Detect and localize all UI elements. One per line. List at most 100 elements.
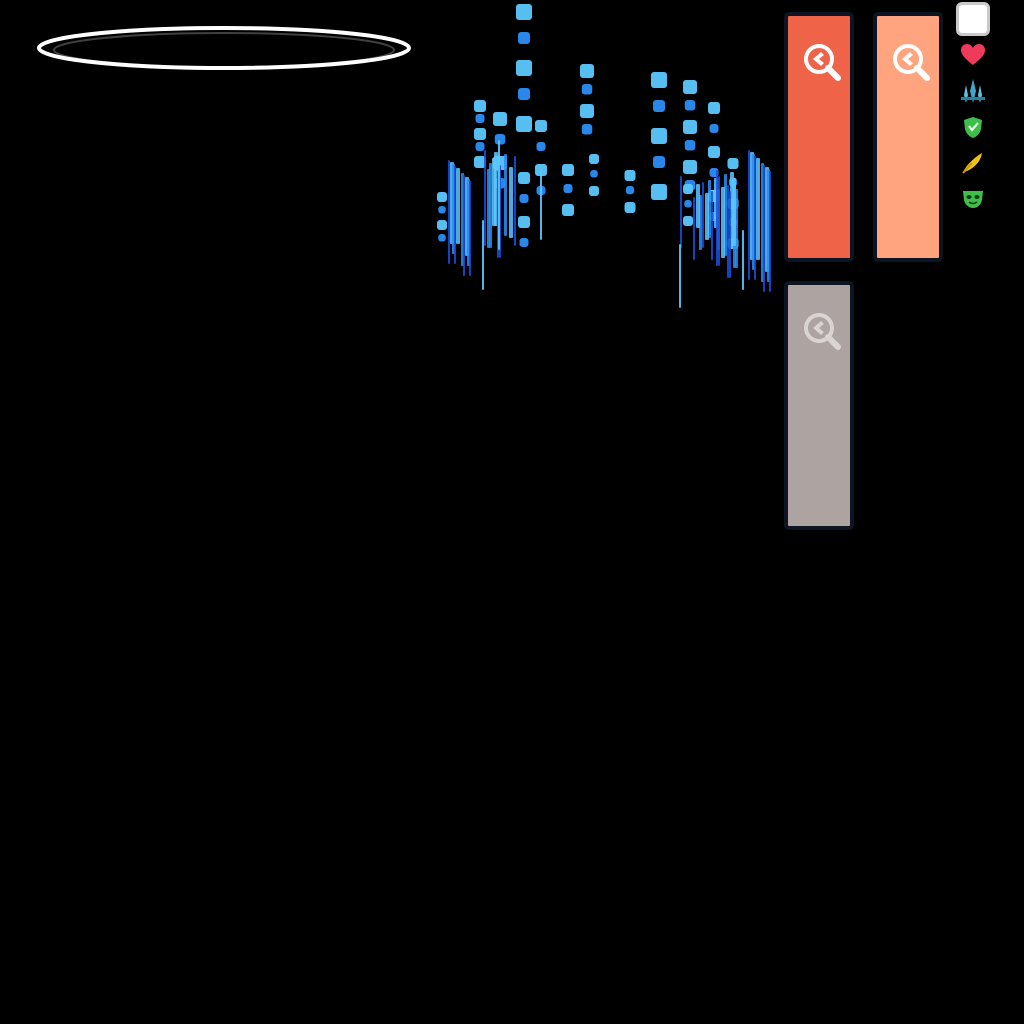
ability-card-peach[interactable] — [873, 12, 943, 262]
energy-particle — [754, 156, 756, 280]
energy-particle — [562, 164, 574, 176]
energy-particle — [769, 171, 771, 292]
energy-particle — [702, 182, 704, 248]
magnifier-key-icon — [804, 313, 841, 350]
energy-particle — [683, 184, 693, 194]
energy-particle — [680, 176, 682, 248]
energy-particle — [518, 88, 530, 100]
energy-particle — [498, 140, 500, 250]
energy-particle — [732, 178, 736, 246]
energy-particle — [580, 104, 594, 118]
energy-particle — [540, 170, 542, 240]
energy-particle — [684, 200, 692, 208]
magnifier-key-icon — [893, 44, 930, 81]
energy-particle — [651, 72, 667, 88]
energy-particle — [518, 216, 530, 228]
energy-particle — [679, 244, 681, 308]
energy-particle — [474, 128, 486, 140]
yellow-feather-icon[interactable] — [958, 148, 988, 178]
energy-particle — [705, 193, 709, 240]
energy-particle — [563, 184, 573, 193]
energy-particle — [683, 216, 693, 226]
energy-particle — [482, 220, 484, 290]
energy-particle — [474, 156, 486, 168]
energy-particle — [535, 120, 547, 132]
energy-particle — [474, 100, 486, 112]
energy-particle — [709, 124, 719, 133]
energy-particle — [516, 60, 532, 76]
ability-card-red[interactable] — [784, 12, 854, 262]
energy-particle — [716, 170, 718, 266]
energy-particle — [475, 114, 485, 123]
energy-particle — [438, 234, 446, 242]
energy-particle — [729, 191, 731, 278]
energy-particle — [693, 197, 695, 260]
energy-particle — [437, 220, 447, 230]
energy-particle — [683, 120, 697, 134]
energy-particle — [580, 64, 594, 78]
energy-particle — [763, 165, 765, 292]
crystal-spire-icon[interactable] — [958, 76, 988, 106]
energy-particle — [492, 158, 496, 226]
energy-particle — [454, 166, 456, 264]
blue-energy-effect — [437, 4, 771, 308]
energy-particle — [493, 112, 507, 126]
green-mask-icon[interactable] — [958, 184, 988, 214]
energy-particle — [518, 32, 530, 44]
magnifier-key-icon — [804, 44, 841, 81]
green-shield-icon[interactable] — [958, 112, 988, 142]
energy-particle — [696, 184, 700, 228]
energy-particle — [589, 186, 599, 196]
energy-particle — [727, 158, 739, 169]
energy-particle — [684, 140, 696, 151]
energy-particle — [653, 100, 665, 112]
heart-icon[interactable] — [958, 40, 988, 70]
energy-particle — [651, 128, 667, 144]
blank-slot-icon[interactable] — [956, 2, 990, 36]
energy-particle — [518, 172, 530, 184]
energy-particle — [494, 134, 506, 145]
energy-particle — [718, 176, 720, 266]
energy-particle — [711, 191, 713, 260]
energy-particle — [683, 80, 697, 94]
energy-particle — [708, 146, 720, 158]
energy-particle — [487, 169, 490, 248]
energy-particle — [504, 154, 507, 236]
energy-particle — [456, 168, 460, 244]
energy-particle — [651, 184, 667, 200]
energy-particle — [590, 170, 598, 178]
energy-particle — [684, 100, 696, 111]
energy-particle — [438, 206, 446, 214]
energy-particle — [581, 124, 593, 135]
energy-particle — [624, 202, 636, 213]
energy-particle — [624, 170, 636, 181]
energy-particle — [437, 192, 447, 202]
energy-particle — [562, 204, 574, 216]
energy-particle — [516, 116, 532, 132]
status-sidebar — [954, 0, 994, 220]
energy-particle — [581, 84, 593, 95]
energy-particle — [519, 194, 529, 203]
energy-particle — [536, 142, 546, 151]
energy-particle — [721, 187, 725, 258]
halo-ring — [37, 26, 411, 70]
energy-particle — [589, 154, 599, 164]
energy-particle — [742, 230, 744, 290]
energy-particle — [708, 102, 720, 114]
energy-particle — [727, 185, 729, 278]
energy-particle — [625, 186, 635, 195]
energy-particle — [519, 238, 529, 247]
energy-particle — [748, 150, 750, 280]
energy-particle — [516, 4, 532, 20]
energy-particle — [448, 160, 450, 264]
energy-particle — [756, 158, 760, 260]
energy-particle — [475, 142, 485, 151]
energy-particle — [484, 150, 486, 246]
ability-card-gray[interactable] — [784, 281, 854, 530]
energy-particle — [509, 167, 513, 238]
energy-particle — [653, 156, 665, 168]
energy-particle — [683, 160, 697, 174]
energy-particle — [463, 175, 465, 276]
energy-particle — [469, 181, 471, 276]
